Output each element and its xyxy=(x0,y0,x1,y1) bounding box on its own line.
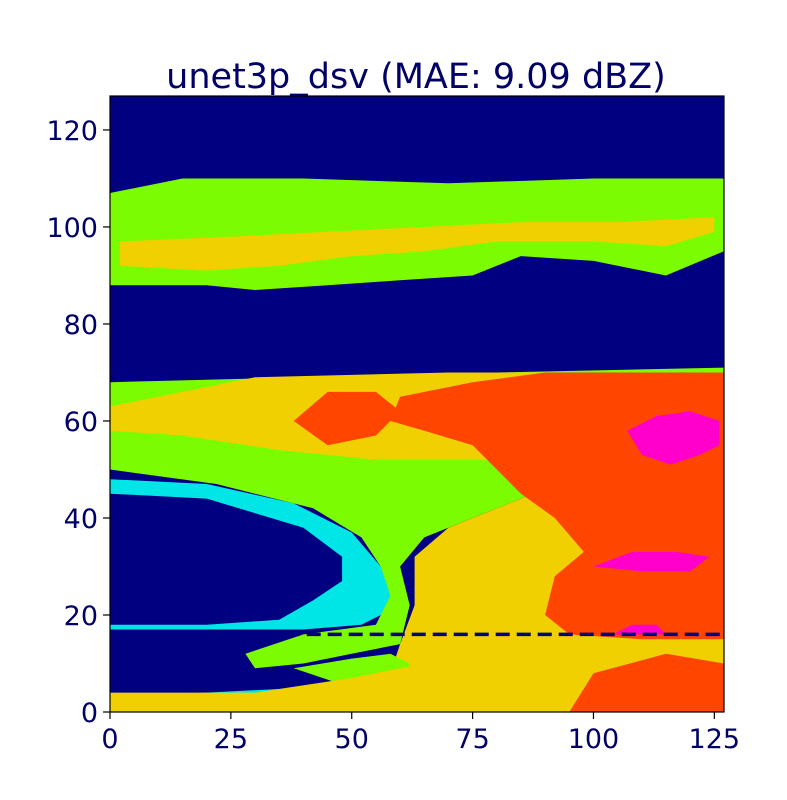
heatmap-region-lower-yellow xyxy=(110,644,724,712)
heatmap-region-upper-band-core xyxy=(119,217,715,271)
heatmap-region-red-upper-left xyxy=(293,391,401,446)
y-tick-label: 40 xyxy=(64,504,98,535)
heatmap-region-magenta-3 xyxy=(612,624,666,635)
y-tick-label: 60 xyxy=(64,407,98,438)
heatmap-region-magenta-2 xyxy=(593,551,710,572)
x-tick-label: 125 xyxy=(689,724,741,755)
y-tick-label: 80 xyxy=(64,310,98,341)
heatmap-region-magenta-1 xyxy=(627,411,720,465)
x-tick-label: 100 xyxy=(568,724,620,755)
chart-title: unet3p_dsv (MAE: 9.09 dBZ) xyxy=(166,57,666,97)
y-tick-label: 100 xyxy=(46,213,98,244)
x-axis: 0 25 50 75 100 125 xyxy=(101,712,740,755)
plot-area xyxy=(109,95,725,713)
x-tick-label: 75 xyxy=(455,724,489,755)
x-tick-label: 25 xyxy=(214,724,248,755)
y-axis: 0 20 40 60 80 100 120 xyxy=(46,116,110,729)
heatmap-region-mid-cyan-edge xyxy=(110,479,401,630)
y-tick-label: 20 xyxy=(64,601,98,632)
heatmap-region-lower-orange xyxy=(569,653,724,712)
x-tick-label: 0 xyxy=(101,724,118,755)
y-tick-label: 0 xyxy=(81,698,98,729)
plot-frame xyxy=(109,95,725,713)
x-tick-label: 50 xyxy=(335,724,369,755)
y-tick-label: 120 xyxy=(46,116,98,147)
